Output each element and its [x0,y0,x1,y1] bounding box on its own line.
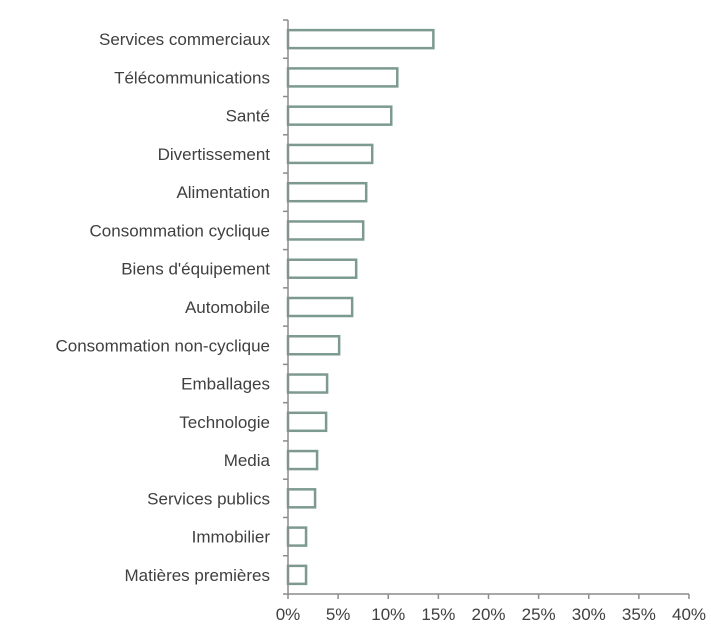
bar [286,105,393,126]
x-tick-label: 25% [522,605,556,624]
bars-group [286,28,435,586]
x-tick-label: 40% [672,605,706,624]
category-label: Consommation cyclique [90,221,270,240]
bar [286,373,329,394]
bar [286,449,319,471]
category-label: Media [224,451,271,470]
x-tick-label: 15% [421,605,455,624]
x-tick-label: 35% [622,605,656,624]
bar [286,67,399,88]
y-tickmarks-group [283,19,288,595]
x-tick-label: 20% [471,605,505,624]
bar [286,181,368,203]
bar [286,143,374,165]
category-label: Immobilier [192,528,271,547]
category-labels-group: Services commerciaux Télécommunications Sa… [56,30,271,585]
category-label: Services publics [147,489,270,508]
category-label: Alimentation [176,183,270,202]
category-label: Matières premières [125,566,271,585]
category-label: Télécommunications [114,68,270,87]
bar [286,488,317,509]
x-tick-label: 30% [572,605,606,624]
category-label: Consommation non-cyclique [56,336,271,355]
x-tick-label: 10% [371,605,405,624]
bar [286,296,354,318]
category-label: Divertissement [158,145,271,164]
category-label: Services commerciaux [99,30,270,49]
category-label: Santé [226,107,270,126]
x-tickmarks-group [287,594,690,599]
bar [286,564,308,586]
category-label: Technologie [179,413,270,432]
bar [286,258,358,279]
category-label: Automobile [185,298,270,317]
bar [286,526,308,547]
bar [286,28,435,50]
bar [286,411,328,433]
x-tick-label: 5% [326,605,351,624]
category-label: Biens d'équipement [121,260,270,279]
category-label: Emballages [181,375,270,394]
x-tick-label: 0% [276,605,301,624]
x-tick-labels-group: 0% 5% 10% 15% 20% 25% 30% 35% 40% [276,605,706,624]
bar [286,220,365,241]
bar [286,335,341,356]
